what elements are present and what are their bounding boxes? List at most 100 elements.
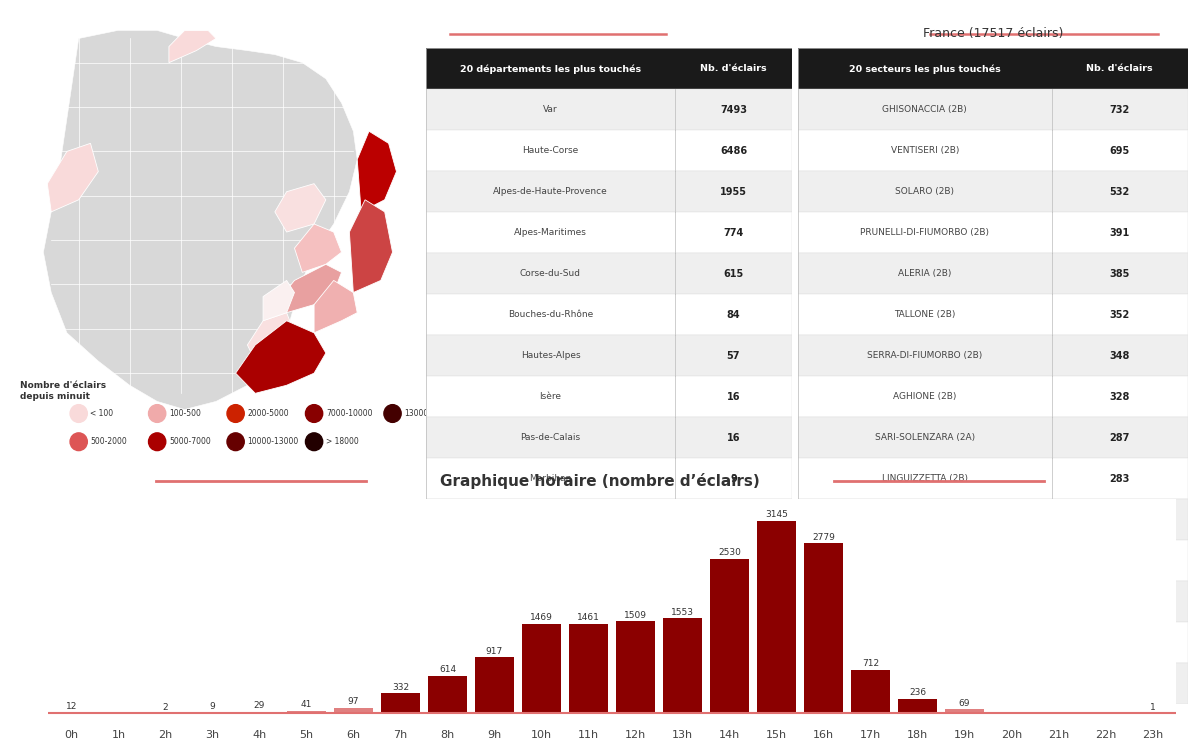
Text: 732: 732: [1110, 105, 1130, 115]
FancyBboxPatch shape: [426, 417, 792, 458]
Text: 2779: 2779: [812, 533, 835, 542]
Circle shape: [227, 405, 245, 422]
FancyBboxPatch shape: [426, 48, 792, 89]
Text: 20 départements les plus touchés: 20 départements les plus touchés: [460, 64, 641, 74]
Polygon shape: [169, 31, 216, 63]
Text: 9: 9: [730, 474, 737, 484]
Circle shape: [306, 433, 323, 451]
FancyBboxPatch shape: [798, 171, 1188, 212]
Text: TOURVES (83): TOURVES (83): [893, 597, 956, 606]
FancyBboxPatch shape: [426, 581, 792, 622]
Text: SOLARO (2B): SOLARO (2B): [895, 187, 954, 197]
Text: 7493: 7493: [720, 105, 746, 115]
Text: 20 secteurs les plus touchés: 20 secteurs les plus touchés: [848, 64, 1001, 74]
Text: Alpes-de-Haute-Provence: Alpes-de-Haute-Provence: [493, 187, 608, 197]
FancyBboxPatch shape: [798, 540, 1188, 581]
Bar: [240, 711, 278, 714]
Text: 69: 69: [959, 699, 971, 708]
Text: 2: 2: [163, 703, 168, 711]
Bar: [664, 618, 702, 714]
Text: 1955: 1955: [720, 187, 746, 197]
Text: PRUNELLI-DI-FIUMORBO (2B): PRUNELLI-DI-FIUMORBO (2B): [860, 228, 989, 238]
Text: Pas-de-Calais: Pas-de-Calais: [521, 433, 581, 443]
Text: 2000-5000: 2000-5000: [247, 409, 289, 418]
Text: 12: 12: [66, 703, 77, 711]
Text: 615: 615: [724, 269, 744, 279]
Text: 348: 348: [1110, 351, 1130, 361]
Polygon shape: [349, 200, 392, 293]
Text: Finistère: Finistère: [532, 556, 570, 565]
FancyBboxPatch shape: [798, 89, 1188, 130]
Bar: [757, 521, 796, 714]
Polygon shape: [294, 224, 342, 273]
Text: 774: 774: [724, 228, 744, 238]
Text: Jura: Jura: [541, 638, 559, 647]
Text: 7000-10000: 7000-10000: [326, 409, 372, 418]
Text: Corse-du-Sud: Corse-du-Sud: [520, 269, 581, 279]
Text: 100-500: 100-500: [169, 409, 200, 418]
Text: 352: 352: [1110, 310, 1130, 320]
Text: 236: 236: [908, 688, 926, 697]
Text: 13000-18000: 13000-18000: [404, 409, 456, 418]
FancyBboxPatch shape: [798, 294, 1188, 335]
Text: 385: 385: [1110, 269, 1130, 279]
Text: 97: 97: [348, 697, 359, 706]
Text: France (17517 éclairs): France (17517 éclairs): [923, 27, 1063, 40]
Text: 1469: 1469: [530, 613, 553, 622]
Text: 1461: 1461: [577, 613, 600, 623]
FancyBboxPatch shape: [426, 540, 792, 581]
Bar: [287, 711, 325, 714]
Text: VENTISERI (2B): VENTISERI (2B): [890, 146, 959, 156]
Text: 1553: 1553: [671, 608, 694, 617]
FancyBboxPatch shape: [426, 663, 792, 704]
Text: Alpes-Maritimes: Alpes-Maritimes: [514, 228, 587, 238]
Text: Haute-Savoie: Haute-Savoie: [520, 597, 581, 606]
Text: 16: 16: [727, 392, 740, 402]
FancyBboxPatch shape: [426, 212, 792, 253]
Text: < 100: < 100: [90, 409, 114, 418]
Text: 6486: 6486: [720, 146, 748, 156]
Circle shape: [384, 405, 401, 422]
Text: Haute-Corse: Haute-Corse: [522, 146, 578, 156]
Text: > 18000: > 18000: [326, 437, 359, 446]
Text: GHISONACCIA (2B): GHISONACCIA (2B): [882, 105, 967, 115]
Text: 287: 287: [1110, 433, 1130, 443]
Text: Nb. d'éclairs: Nb. d'éclairs: [700, 64, 767, 74]
Bar: [617, 621, 655, 714]
Polygon shape: [47, 143, 98, 212]
FancyBboxPatch shape: [798, 458, 1188, 499]
Text: MONTMEYAN (83): MONTMEYAN (83): [886, 638, 965, 647]
FancyBboxPatch shape: [798, 130, 1188, 171]
Polygon shape: [275, 184, 326, 232]
Text: 712: 712: [862, 659, 880, 668]
FancyBboxPatch shape: [426, 499, 792, 540]
FancyBboxPatch shape: [798, 335, 1188, 376]
Bar: [335, 708, 373, 714]
Text: 9: 9: [210, 703, 215, 711]
Text: BRIGNOLES (83): BRIGNOLES (83): [888, 515, 961, 524]
Text: 197: 197: [1110, 679, 1130, 688]
Text: Vaucluse: Vaucluse: [530, 515, 570, 524]
FancyBboxPatch shape: [426, 622, 792, 663]
Polygon shape: [235, 321, 326, 393]
Text: TALLONE (2B): TALLONE (2B): [894, 310, 955, 320]
FancyBboxPatch shape: [798, 48, 1188, 89]
Text: 1: 1: [730, 638, 737, 647]
Text: 199: 199: [1110, 638, 1130, 647]
Polygon shape: [43, 31, 358, 410]
Polygon shape: [314, 280, 358, 333]
FancyBboxPatch shape: [426, 89, 792, 130]
FancyBboxPatch shape: [798, 663, 1188, 704]
Text: 1509: 1509: [624, 611, 647, 620]
Text: AGHIONE (2B): AGHIONE (2B): [893, 392, 956, 402]
Text: Var: Var: [544, 105, 558, 115]
Text: 614: 614: [439, 665, 456, 674]
Text: 7: 7: [730, 515, 737, 524]
Text: 41: 41: [301, 700, 312, 709]
FancyBboxPatch shape: [426, 130, 792, 171]
Text: 3145: 3145: [766, 510, 788, 519]
Text: 5000-7000: 5000-7000: [169, 437, 211, 446]
FancyBboxPatch shape: [426, 294, 792, 335]
Bar: [522, 624, 560, 714]
Text: 57: 57: [727, 351, 740, 361]
